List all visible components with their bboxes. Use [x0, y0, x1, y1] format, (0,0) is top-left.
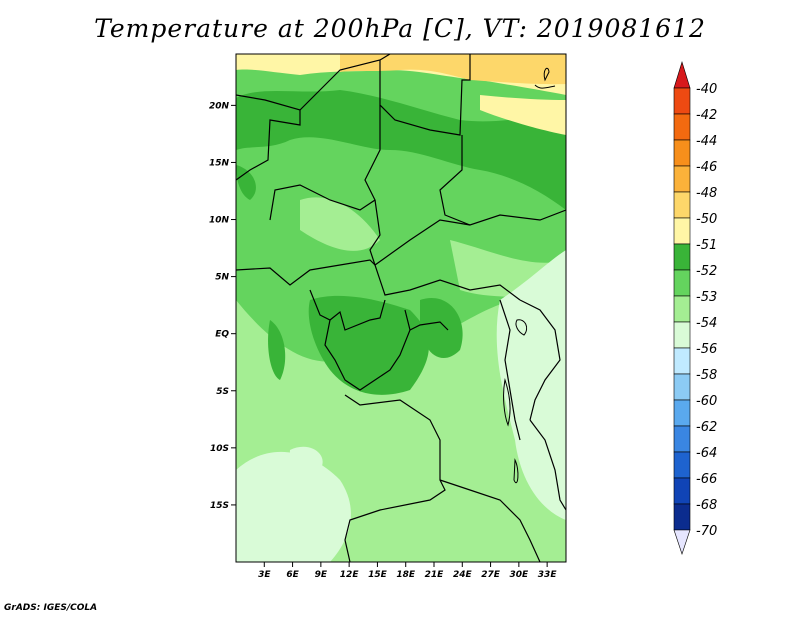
- field-52-central: [308, 295, 429, 395]
- colorbar-label: -42: [696, 108, 717, 123]
- colorbar-label: -51: [696, 238, 717, 253]
- colorbar-box: [673, 477, 691, 505]
- colorbar-box: [673, 269, 691, 297]
- lon-label: 12E: [340, 570, 360, 580]
- lon-label: 27E: [481, 570, 501, 580]
- lon-label: 6E: [286, 570, 299, 580]
- temperature-field: [236, 54, 566, 562]
- colorbar-box: [673, 347, 691, 375]
- map-frame: [235, 53, 567, 563]
- colorbar-box: [673, 425, 691, 453]
- colorbar-cap-bottom: [673, 529, 691, 555]
- lat-label: 10S: [210, 444, 229, 454]
- colorbar-box: [673, 451, 691, 479]
- colorbar-label: -64: [696, 446, 717, 461]
- lon-label: 30E: [510, 570, 530, 580]
- colorbar-label: -68: [696, 498, 717, 513]
- lon-label: 18E: [396, 570, 416, 580]
- colorbar-label: -40: [696, 82, 717, 97]
- colorbar-label: -46: [696, 160, 717, 175]
- lon-label: 9E: [315, 570, 328, 580]
- colorbar-label: -62: [696, 420, 717, 435]
- field-56-southwest: [236, 451, 351, 562]
- colorbar-label: -66: [696, 472, 717, 487]
- lat-label: 5S: [216, 387, 229, 397]
- colorbar-box: [673, 87, 691, 115]
- colorbar-box: [673, 321, 691, 349]
- lakes: [503, 67, 556, 483]
- field-52-north: [236, 90, 566, 210]
- longitude-axis: 3E 6E 9E 12E 15E 18E 21E 24E 27E 30E 33E: [258, 562, 557, 580]
- lat-label: EQ: [215, 330, 229, 340]
- colorbar-label: -54: [696, 316, 717, 331]
- lon-label: 15E: [368, 570, 388, 580]
- colorbar-box: [673, 373, 691, 401]
- lat-label: 15S: [210, 501, 229, 511]
- colorbar-label: -52: [696, 264, 717, 279]
- colorbar-label: -58: [696, 368, 717, 383]
- colorbar-label: -53: [696, 290, 717, 305]
- colorbar: -40 -42 -44 -46 -48 -50 -51 -52 -53 -54 -56 -58 -60 -…: [673, 60, 717, 555]
- colorbar-label: -70: [696, 524, 717, 539]
- lat-label: 15N: [209, 158, 230, 168]
- colorbar-cap-top: [673, 60, 691, 89]
- colorbar-label: -50: [696, 212, 717, 227]
- footer-credit: GrADS: IGES/COLA: [4, 603, 98, 613]
- colorbar-box: [673, 113, 691, 141]
- field-50-top: [340, 54, 470, 80]
- colorbar-box: [673, 191, 691, 219]
- colorbar-box: [673, 295, 691, 323]
- lon-label: 21E: [425, 570, 445, 580]
- latitude-axis: 20N 15N 10N 5N EQ 5S 10S 15S: [209, 101, 236, 511]
- lat-label: 5N: [215, 273, 229, 283]
- colorbar-box: [673, 243, 691, 271]
- lat-label: 10N: [209, 216, 230, 226]
- lon-label: 24E: [453, 570, 473, 580]
- colorbar-box: [673, 399, 691, 427]
- colorbar-box: [673, 139, 691, 167]
- country-borders: [236, 54, 566, 562]
- lat-label: 20N: [209, 101, 230, 111]
- colorbar-box: [673, 503, 691, 531]
- lon-label: 33E: [538, 570, 558, 580]
- colorbar-label: -56: [696, 342, 717, 357]
- colorbar-label: -48: [696, 186, 717, 201]
- map-title: Temperature at 200hPa [C], VT: 201908161…: [94, 14, 706, 43]
- colorbar-box: [673, 217, 691, 245]
- lon-label: 3E: [258, 570, 271, 580]
- colorbar-label: -60: [696, 394, 717, 409]
- colorbar-label: -44: [696, 134, 717, 149]
- colorbar-box: [673, 165, 691, 193]
